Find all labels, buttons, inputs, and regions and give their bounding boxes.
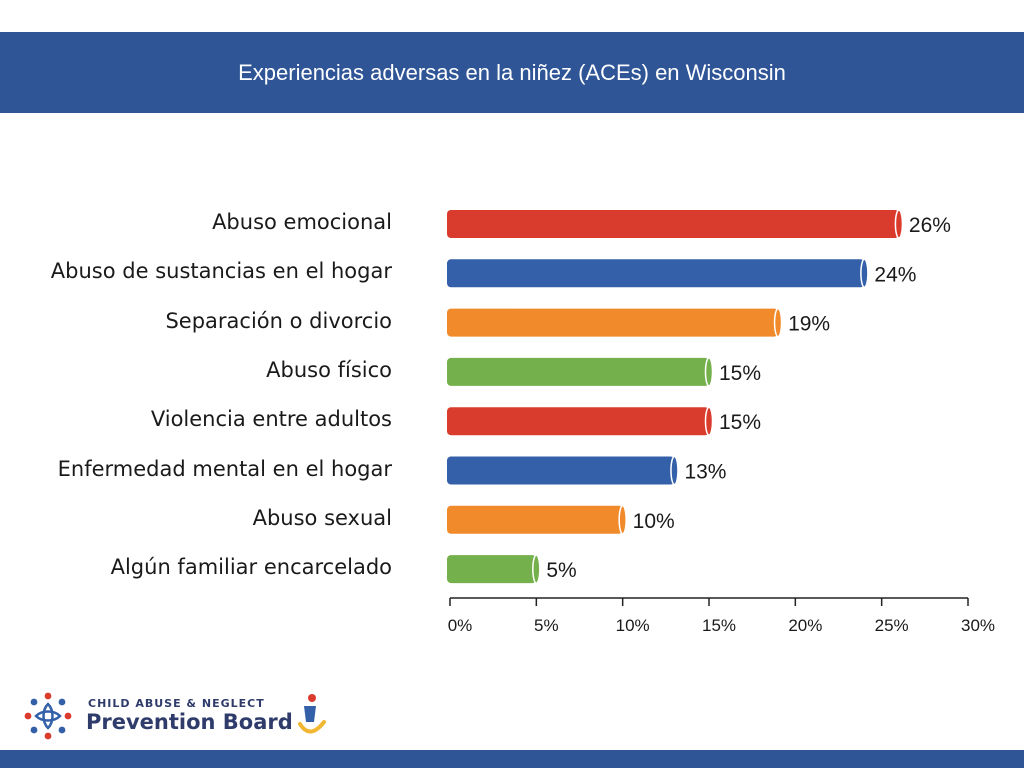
x-tick-label: 20% [788,616,822,635]
bar-end-cap [704,406,714,436]
bar [447,210,899,238]
logo-org-line2: Prevention Board [86,710,293,734]
slide-title: Experiencias adversas en la niñez (ACEs)… [238,60,786,85]
x-tick-label: 15% [702,616,736,635]
data-label: 10% [633,510,675,533]
data-label: 19% [788,313,830,336]
bar-end-cap [860,258,869,289]
data-label: 26% [909,214,951,237]
logo-org-line1: CHILD ABUSE & NEGLECT [88,697,265,710]
x-tick-label: 10% [616,616,650,635]
bar-end-cap [894,209,904,239]
bar [447,505,623,534]
bar-end-cap [532,554,541,584]
category-label: Abuso físico [266,357,392,382]
category-label: Abuso emocional [212,210,392,234]
category-label: Algún familiar encarcelado [110,555,392,580]
data-label: 15% [719,362,761,385]
x-tick-label: 5% [534,616,559,635]
bar-end-cap [670,455,679,486]
chart-plot: 26% 24% 19% 15% 15% 13% 10% 5% 0% 5% 10% 15% 20% 25% 3… [447,209,995,635]
data-label: 15% [719,411,761,434]
category-label: Abuso sexual [252,505,392,530]
category-label: Abuso de sustancias en el hogar [50,259,392,284]
category-label: Violencia entre adultos [150,407,392,432]
bar [447,456,675,485]
bar [447,259,865,288]
data-label: 13% [684,461,726,484]
data-label: 5% [546,559,576,582]
category-label: Enfermedad mental en el hogar [57,456,392,481]
category-label: Separación o divorcio [165,308,392,333]
bar [447,308,779,337]
bar [447,555,537,584]
prevention-board-logo [24,692,326,740]
bar-end-cap [704,357,714,387]
bar-chart: Abuso emocional Abuso de sustancias en el… [0,190,1024,650]
header-band: Experiencias adversas en la niñez (ACEs)… [0,32,1024,113]
bar-end-cap [618,505,627,535]
x-tick-label: 25% [875,616,909,635]
x-tick-label: 30% [961,616,995,635]
bar [447,357,709,386]
data-label: 24% [874,263,916,286]
x-tick-label: 0% [448,616,473,635]
bar [447,407,709,436]
bar-end-cap [773,307,783,338]
footer-band [0,750,1024,768]
